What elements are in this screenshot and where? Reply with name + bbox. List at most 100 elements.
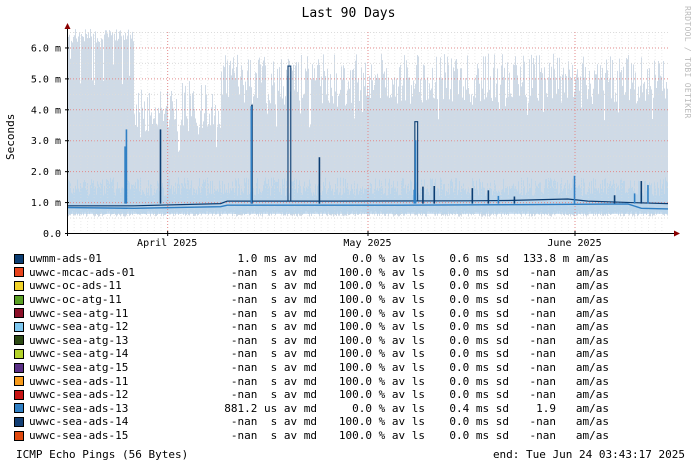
legend-avg-loss: 100.0 % av ls [338,374,425,388]
legend-row: uwwc-sea-atg-12 -nan s av md 100.0 % av ls… [14,320,609,334]
y-tick-label: 6.0 m [31,43,61,54]
legend-swatch [14,308,24,319]
legend-swatch [14,389,24,400]
legend-series-name: uwwc-sea-ads-13 [29,401,129,415]
legend-avg-median: -nan s av md [230,415,317,429]
legend-series-name: uwwc-mcac-ads-01 [29,265,135,279]
legend-avg-loss: 100.0 % av ls [338,429,425,443]
legend-swatch [14,430,24,441]
y-tick-label: 4.0 m [31,105,61,116]
legend-avg-median: -nan s av md [230,279,317,293]
legend-am-as: 1.9 am/as [536,401,609,415]
legend-std-dev: 0.6 ms sd [449,252,509,266]
legend-std-dev: 0.0 ms sd [449,320,509,334]
y-tick-label: 2.0 m [31,167,61,178]
y-axis-arrow [64,23,71,29]
footer-description: ICMP Echo Pings (56 Bytes) [16,448,189,461]
legend-am-as: -nan am/as [529,265,609,279]
legend-am-as: -nan am/as [529,333,609,347]
legend-std-dev: 0.0 ms sd [449,415,509,429]
legend-swatch [14,321,24,332]
legend-avg-median: -nan s av md [230,306,317,320]
legend-avg-loss: 0.0 % av ls [352,252,425,266]
legend-am-as: -nan am/as [529,361,609,375]
legend-avg-loss: 100.0 % av ls [338,361,425,375]
legend-row: uwwc-sea-atg-15 -nan s av md 100.0 % av ls… [14,361,609,375]
legend-avg-loss: 100.0 % av ls [338,333,425,347]
legend-avg-loss: 100.0 % av ls [338,347,425,361]
y-tick-label: 5.0 m [31,74,61,85]
legend-series-name: uwwc-sea-atg-12 [29,320,129,334]
legend-std-dev: 0.0 ms sd [449,333,509,347]
legend-swatch [14,294,24,305]
legend-avg-median: -nan s av md [230,333,317,347]
legend-avg-loss: 0.0 % av ls [352,401,425,415]
legend-avg-median: -nan s av md [230,429,317,443]
legend-swatch [14,253,24,264]
legend-series-name: uwwc-sea-ads-12 [29,388,129,402]
legend-std-dev: 0.0 ms sd [449,374,509,388]
rrdtool-watermark: RRDTOOL / TOBI OETIKER [683,6,692,119]
legend-avg-loss: 100.0 % av ls [338,415,425,429]
legend-avg-loss: 100.0 % av ls [338,279,425,293]
legend-row: uwwc-sea-atg-11 -nan s av md 100.0 % av ls… [14,306,609,320]
legend-swatch [14,348,24,359]
legend-avg-loss: 100.0 % av ls [338,265,425,279]
legend-swatch [14,267,24,278]
legend-series-name: uwwc-oc-atg-11 [29,293,122,307]
legend-swatch [14,416,24,427]
legend-row: uwwc-sea-ads-11 -nan s av md 100.0 % av ls… [14,374,609,388]
legend-row: uwwc-sea-atg-13 -nan s av md 100.0 % av ls… [14,334,609,348]
legend-am-as: -nan am/as [529,347,609,361]
legend-row: uwmm-ads-01 1.0 ms av md 0.0 % av ls 0.6 ms… [14,252,609,266]
chart-title: Last 90 Days [301,6,396,21]
series-line-uwmm-ads-01 [67,198,669,207]
legend-std-dev: 0.4 ms sd [449,401,509,415]
legend-am-as: -nan am/as [529,306,609,320]
legend-row: uwwc-oc-ads-11 -nan s av md 100.0 % av ls 0… [14,279,609,293]
legend-am-as: -nan am/as [529,293,609,307]
series-line-uwwc-sea-ads-13 [66,203,669,210]
legend-series-name: uwmm-ads-01 [29,252,102,266]
legend-avg-loss: 100.0 % av ls [338,388,425,402]
legend-row: uwwc-sea-ads-15 -nan s av md 100.0 % av ls… [14,429,609,443]
legend-series-name: uwwc-sea-atg-14 [29,347,129,361]
legend-swatch [14,335,24,346]
legend-am-as: 133.8 m am/as [522,252,609,266]
legend-row: uwwc-sea-atg-14 -nan s av md 100.0 % av ls… [14,347,609,361]
series-spike-uwmm-ads-01 [287,65,292,202]
y-tick-label: 3.0 m [31,136,61,147]
legend-swatch [14,280,24,291]
x-tick-label: May 2025 [343,238,391,249]
legend-std-dev: 0.0 ms sd [449,293,509,307]
legend-std-dev: 0.0 ms sd [449,279,509,293]
legend-row: uwwc-sea-ads-13 881.2 us av md 0.0 % av ls… [14,402,609,416]
legend-am-as: -nan am/as [529,320,609,334]
legend-std-dev: 0.0 ms sd [449,388,509,402]
footer-end-time: end: Tue Jun 24 03:43:17 2025 [492,448,685,461]
legend-swatch [14,403,24,414]
legend-series-name: uwwc-sea-ads-15 [29,429,129,443]
legend-avg-loss: 100.0 % av ls [338,320,425,334]
legend: uwmm-ads-01 1.0 ms av md 0.0 % av ls 0.6 ms… [14,252,609,442]
legend-am-as: -nan am/as [529,279,609,293]
legend-std-dev: 0.0 ms sd [449,361,509,375]
x-axis-arrow [674,230,680,237]
legend-avg-median: -nan s av md [230,388,317,402]
legend-row: uwwc-oc-atg-11 -nan s av md 100.0 % av ls 0… [14,293,609,307]
legend-am-as: -nan am/as [529,374,609,388]
y-tick-label: 1.0 m [31,198,61,209]
legend-am-as: -nan am/as [529,388,609,402]
legend-avg-median: -nan s av md [230,320,317,334]
legend-std-dev: 0.0 ms sd [449,347,509,361]
legend-series-name: uwwc-sea-atg-15 [29,361,129,375]
legend-avg-median: -nan s av md [230,293,317,307]
legend-series-name: uwwc-sea-ads-14 [29,415,129,429]
legend-swatch [14,362,24,373]
legend-avg-loss: 100.0 % av ls [338,306,425,320]
legend-row: uwwc-sea-ads-12 -nan s av md 100.0 % av ls… [14,388,609,402]
legend-am-as: -nan am/as [529,415,609,429]
x-tick-label: April 2025 [137,238,197,249]
legend-std-dev: 0.0 ms sd [449,265,509,279]
